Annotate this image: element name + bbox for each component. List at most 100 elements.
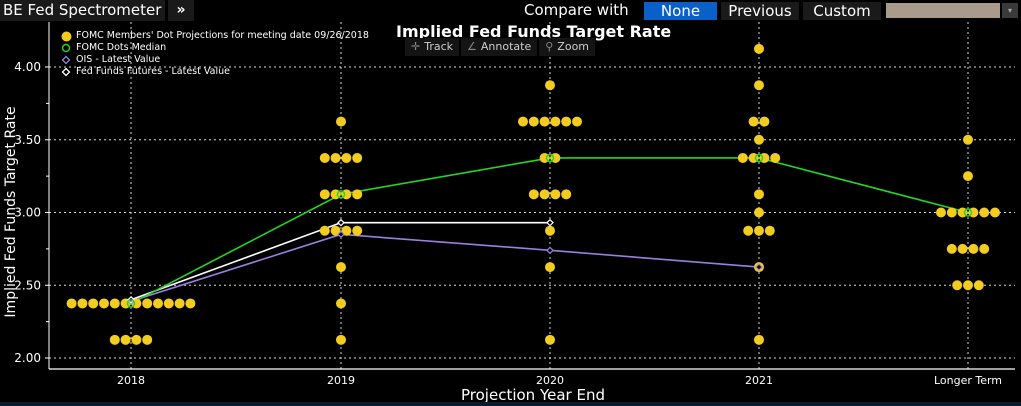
dot-projection: [963, 134, 973, 145]
dot-projection: [120, 334, 131, 345]
axes: 2.00 2.50 3.00 3.50 4.00 2018 2019 2020 2021 Long…: [14, 22, 1015, 387]
custom-date-input[interactable]: [886, 3, 1000, 18]
dot-projection: [528, 189, 539, 200]
dot-projection: [973, 280, 984, 291]
dot-projection: [737, 152, 748, 163]
dot-projection: [968, 243, 979, 254]
app-title: BE Fed Spectrometer: [0, 0, 166, 21]
diamond-icon: [60, 55, 72, 65]
dot-projection: [545, 334, 555, 345]
dot-projection: [330, 152, 341, 163]
ois-marker: [755, 263, 763, 271]
dot-projection: [341, 152, 352, 163]
dot-projection: [764, 225, 775, 236]
dot-projections: [66, 43, 1000, 345]
median-marker: [754, 153, 764, 163]
y-tick-label: 2.00: [14, 351, 41, 365]
dot-projection: [109, 334, 120, 345]
dot-projection: [946, 243, 957, 254]
dot-projection: [99, 298, 109, 309]
top-bar: BE Fed Spectrometer » Compare with None …: [0, 0, 1021, 21]
dot-projection: [572, 116, 582, 127]
median-marker: [336, 190, 346, 199]
crosshair-icon: ✛: [411, 40, 421, 53]
dot-projection: [66, 298, 77, 309]
dot-projection: [163, 298, 174, 309]
dot-projection: [539, 189, 550, 200]
dot-projection: [743, 225, 754, 236]
dot-projection: [946, 207, 957, 218]
legend-item-ois[interactable]: OIS - Latest Value: [60, 54, 369, 66]
dot-projection: [748, 116, 759, 127]
dot-projection: [979, 243, 990, 254]
compare-none-button[interactable]: None: [644, 2, 717, 20]
dot-projection: [336, 262, 346, 273]
zoom-button[interactable]: ⚲ Zoom: [539, 38, 596, 56]
dot-projection: [319, 225, 330, 236]
track-button[interactable]: ✛ Track: [405, 38, 460, 56]
series-line-fomc-dots-median: [130, 157, 969, 305]
dot-projection: [963, 171, 973, 182]
dot-projection: [185, 298, 196, 309]
x-tick-label: 2018: [117, 374, 145, 387]
median-marker: [545, 153, 555, 163]
dot-projection: [561, 116, 572, 127]
x-tick-label: 2019: [327, 374, 355, 387]
dot-projection: [754, 334, 764, 345]
dot-projection: [545, 225, 555, 236]
legend-item-ff-futures[interactable]: Fed Funds Futures - Latest Value: [60, 66, 369, 78]
dot-projection: [336, 116, 346, 127]
diamond-icon: [60, 67, 72, 77]
dot-projection: [352, 225, 363, 236]
dot-projection: [336, 334, 346, 345]
dot-projection: [759, 116, 770, 127]
dot-projection: [142, 298, 153, 309]
filled-circle-icon: [60, 31, 72, 42]
dot-projection: [109, 298, 120, 309]
dot-projection: [539, 116, 550, 127]
magnifier-icon: ⚲: [545, 40, 554, 53]
hollow-circle-icon: [60, 43, 72, 53]
dot-projection: [352, 189, 363, 200]
more-button[interactable]: »: [168, 0, 194, 21]
annotate-button[interactable]: ∠ Annotate: [461, 38, 538, 56]
x-tick-label: Longer Term: [934, 374, 1002, 387]
annotate-icon: ∠: [467, 40, 477, 53]
median-marker: [126, 299, 136, 308]
bottom-strip: [0, 402, 1021, 406]
y-tick-label: 3.50: [14, 133, 41, 147]
legend-item-median[interactable]: FOMC Dots Median: [60, 42, 369, 54]
compare-custom-button[interactable]: Custom: [803, 2, 881, 20]
dot-projection: [319, 189, 330, 200]
legend-item-dots[interactable]: FOMC Members' Dot Projections for meetin…: [60, 30, 369, 42]
compare-previous-button[interactable]: Previous: [721, 2, 799, 20]
dot-projection: [319, 152, 330, 163]
dot-projection: [770, 152, 781, 163]
dot-projection: [957, 243, 968, 254]
dot-projection: [528, 116, 539, 127]
y-tick-label: 3.00: [14, 206, 41, 220]
dot-projection: [336, 298, 346, 309]
chevron-down-icon[interactable]: ▾: [1002, 3, 1018, 18]
y-axis-label: Implied Fed Funds Target Rate: [3, 106, 19, 317]
dot-projection: [174, 298, 185, 309]
dot-projection: [131, 334, 142, 345]
chart-toolbar: ✛ Track ∠ Annotate ⚲ Zoom: [405, 38, 596, 56]
series-markers: [126, 153, 973, 308]
dot-projection: [979, 207, 990, 218]
dot-projection: [88, 298, 99, 309]
x-tick-label: 2020: [536, 374, 564, 387]
dot-projection: [754, 134, 764, 145]
y-tick-label: 4.00: [14, 60, 41, 74]
y-tick-label: 2.50: [14, 278, 41, 292]
ff-futures-marker: [546, 218, 554, 227]
dot-projection: [952, 280, 963, 291]
x-axis-label: Projection Year End: [461, 386, 605, 404]
dot-projection: [545, 262, 555, 273]
dot-projection: [352, 152, 363, 163]
legend: FOMC Members' Dot Projections for meetin…: [60, 30, 369, 78]
dot-projection: [561, 189, 572, 200]
dot-projection: [518, 116, 528, 127]
dot-projection: [963, 280, 973, 291]
